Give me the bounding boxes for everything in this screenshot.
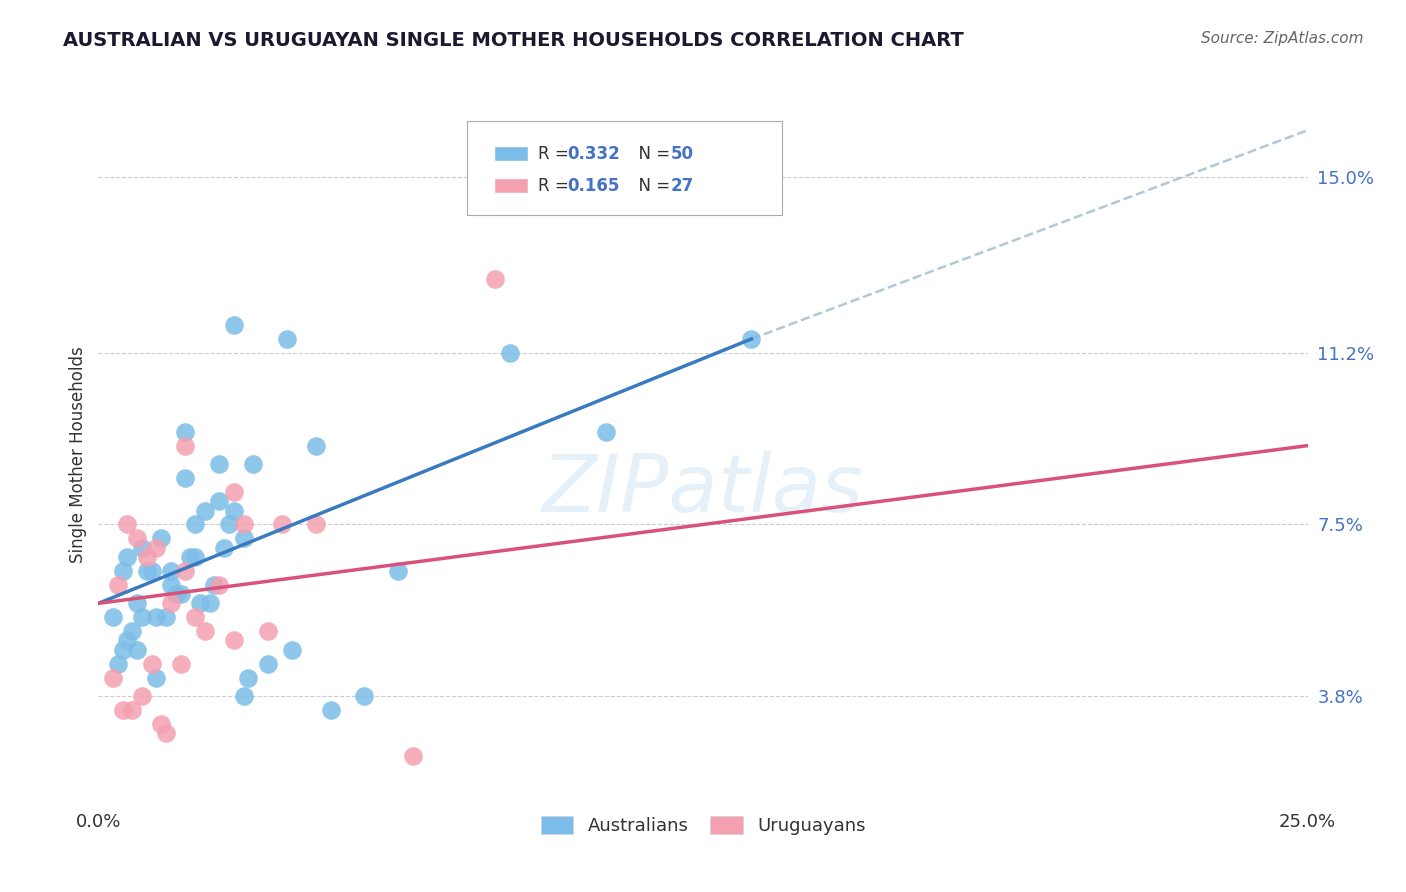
Text: 50: 50 [671,145,695,162]
Point [204,578,226,592]
Point [141,657,163,671]
Point [305,517,328,532]
Point [145,610,167,624]
Point [184,549,207,564]
Point [174,564,197,578]
Point [150,717,173,731]
Point [155,726,177,740]
Point [165,587,187,601]
FancyBboxPatch shape [467,121,782,215]
Point [256,657,278,671]
Point [160,578,183,592]
Point [117,549,139,564]
Point [179,549,201,564]
Point [135,564,157,578]
Point [232,517,254,532]
Point [101,610,124,624]
Point [169,657,191,671]
Point [208,578,231,592]
Text: 27: 27 [671,177,695,194]
Point [484,271,506,285]
Point [174,471,197,485]
Point [135,549,157,564]
Y-axis label: Single Mother Households: Single Mother Households [69,347,87,563]
Point [319,703,342,717]
Point [595,425,617,439]
Point [402,749,425,764]
Point [160,596,183,610]
Point [169,587,191,601]
Point [256,624,278,639]
Point [218,517,240,532]
Point [353,689,375,703]
Point [174,425,197,439]
Point [145,671,167,685]
Point [107,578,129,592]
Text: N =: N = [627,145,675,162]
Point [131,689,153,703]
Point [232,689,254,703]
Point [222,503,245,517]
Legend: Australians, Uruguayans: Australians, Uruguayans [533,809,873,842]
Point [174,439,197,453]
Text: Source: ZipAtlas.com: Source: ZipAtlas.com [1201,31,1364,46]
Point [101,671,124,685]
Point [212,541,235,555]
Text: ZIPatlas: ZIPatlas [541,450,865,529]
Point [145,541,167,555]
Point [281,642,304,657]
Point [107,657,129,671]
Point [198,596,221,610]
Point [222,633,245,648]
Point [194,624,217,639]
Point [222,318,245,332]
Point [131,541,153,555]
Point [127,642,149,657]
Point [208,457,231,471]
Text: R =: R = [538,177,574,194]
Text: 0.332: 0.332 [567,145,620,162]
Text: AUSTRALIAN VS URUGUAYAN SINGLE MOTHER HOUSEHOLDS CORRELATION CHART: AUSTRALIAN VS URUGUAYAN SINGLE MOTHER HO… [63,31,965,50]
Point [498,346,520,360]
Point [111,642,134,657]
Point [242,457,264,471]
Text: R =: R = [538,145,574,162]
Point [276,332,298,346]
Point [387,564,409,578]
Point [271,517,294,532]
Point [117,517,139,532]
Point [117,633,139,648]
Point [238,671,260,685]
Point [121,624,143,639]
Point [141,564,163,578]
Point [194,503,217,517]
Point [740,332,762,346]
Point [305,439,328,453]
Point [184,610,207,624]
Text: N =: N = [627,177,675,194]
Point [208,494,231,508]
Point [232,532,254,546]
Point [150,532,173,546]
Point [131,610,153,624]
Text: 0.165: 0.165 [567,177,620,194]
FancyBboxPatch shape [494,146,529,161]
Point [188,596,211,610]
Point [184,517,207,532]
Point [222,485,245,500]
Point [155,610,177,624]
Point [127,596,149,610]
Point [111,703,134,717]
Point [160,564,183,578]
FancyBboxPatch shape [494,178,529,194]
Point [127,532,149,546]
Point [111,564,134,578]
Point [121,703,143,717]
